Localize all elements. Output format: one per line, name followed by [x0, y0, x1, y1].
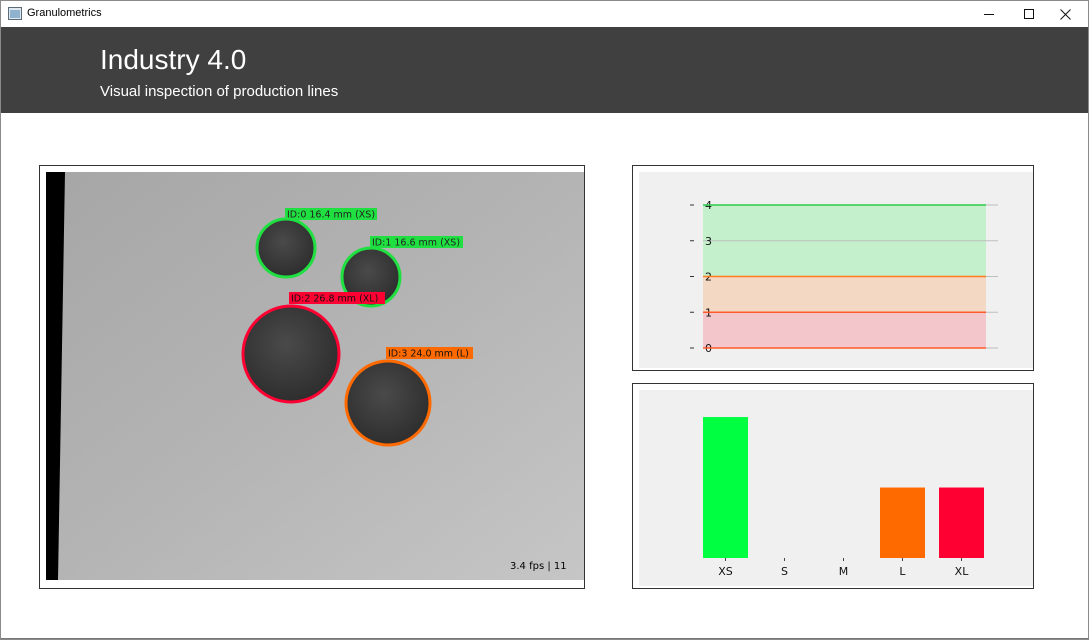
x-tick-label-s: S: [781, 565, 788, 578]
histogram-bar-xl: [939, 487, 984, 558]
detection-0: ID:0 16.4 mm (XS): [255, 208, 377, 279]
threshold-band-2: [703, 312, 986, 348]
histogram-bar-l: [880, 487, 925, 558]
app-window-icon: [8, 7, 22, 20]
threshold-band-1: [703, 276, 986, 313]
minimize-button[interactable]: [966, 1, 1012, 27]
maximize-icon: [1024, 9, 1034, 19]
x-tick-label-xs: XS: [718, 565, 733, 578]
close-button[interactable]: [1042, 1, 1088, 27]
detection-3-circle: [344, 359, 432, 447]
bottom-border: [1, 638, 1089, 639]
detection-2-circle: [241, 304, 341, 404]
detection-2-label: ID:2 26.8 mm (XL): [291, 294, 378, 305]
threshold-chart: 43210: [639, 172, 1039, 368]
minimize-icon: [984, 14, 994, 15]
threshold-chart-panel: 43210: [632, 165, 1039, 371]
detection-3-label: ID:3 24.0 mm (L): [388, 349, 469, 360]
x-tick-label-xl: XL: [955, 565, 970, 578]
camera-edge-shadow: [46, 172, 65, 580]
header-banner: Industry 4.0 Visual inspection of produc…: [1, 27, 1088, 113]
detection-1: ID:1 16.6 mm (XS): [340, 236, 463, 308]
detection-3: ID:3 24.0 mm (L): [344, 347, 473, 447]
x-tick-label-l: L: [899, 565, 906, 578]
detection-2: ID:2 26.8 mm (XL): [241, 292, 385, 404]
window-title: Granulometrics: [27, 7, 102, 19]
camera-feed: ID:0 16.4 mm (XS) ID:1 16.6 mm (XS) ID:2…: [46, 172, 590, 580]
histogram-bar-xs: [703, 417, 748, 558]
histogram-panel: XS S M L XL: [632, 383, 1039, 589]
detection-0-circle: [255, 217, 317, 279]
title-bar: Granulometrics: [1, 1, 1088, 27]
detection-0-label: ID:0 16.4 mm (XS): [287, 210, 375, 221]
detection-1-label: ID:1 16.6 mm (XS): [372, 238, 460, 249]
maximize-button[interactable]: [1006, 1, 1052, 27]
x-tick-label-m: M: [839, 565, 849, 578]
size-histogram: XS S M L XL: [639, 390, 1039, 586]
camera-feed-panel: ID:0 16.4 mm (XS) ID:1 16.6 mm (XS) ID:2…: [39, 165, 590, 589]
page-title: Industry 4.0: [100, 44, 247, 75]
y-tick-label-1: 3: [705, 235, 712, 248]
fps-status: 3.4 fps | 11: [510, 561, 567, 572]
close-icon: [1059, 8, 1071, 20]
page-subtitle: Visual inspection of production lines: [100, 83, 339, 100]
